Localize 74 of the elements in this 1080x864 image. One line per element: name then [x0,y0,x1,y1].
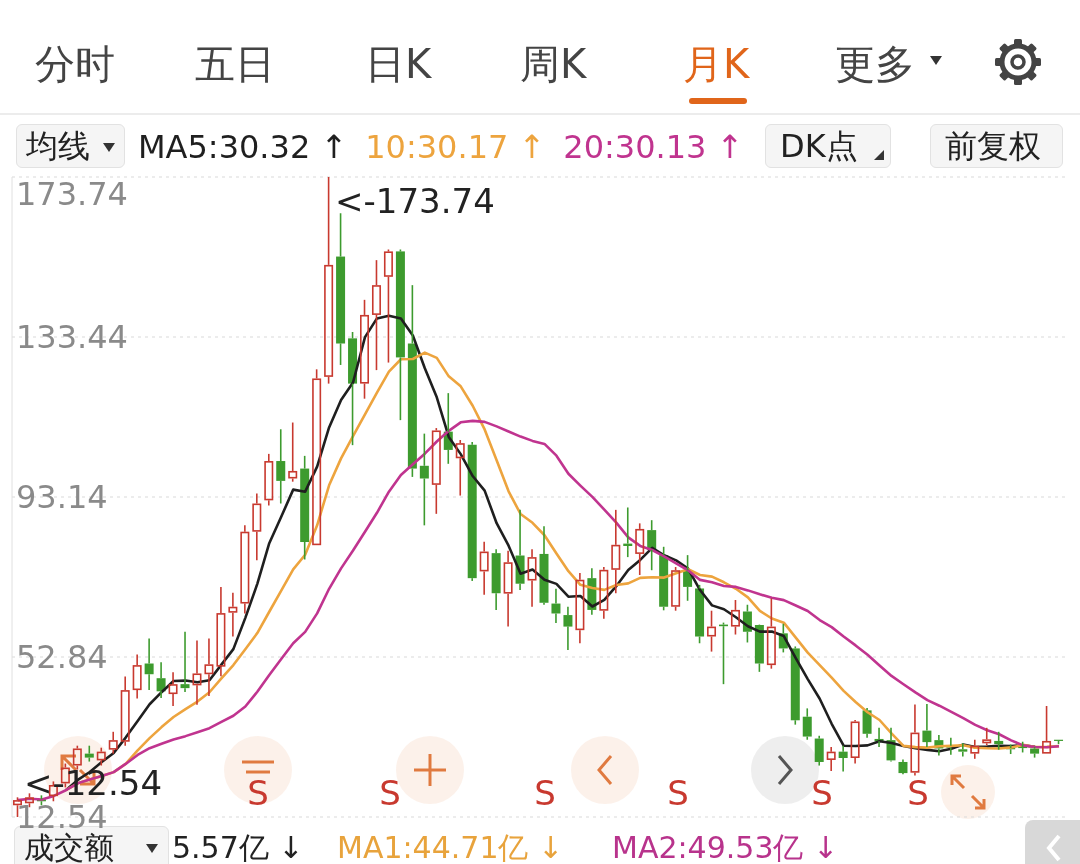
candlestick [216,586,226,678]
candlestick [156,661,166,699]
candlestick [252,492,262,562]
candlestick [551,588,561,624]
candlestick [192,639,202,706]
candlestick [611,509,621,595]
candlestick [970,738,980,760]
annotation: S [811,772,833,813]
text: 20:30.13 ↑ [563,127,744,168]
y-tick-label: 52.84 [16,638,108,676]
candlestick [336,212,346,366]
candlestick [419,432,429,527]
candlestick [180,630,190,693]
candlestick [838,744,848,773]
text: 5.57亿 ↓ [172,829,304,864]
text: 更多 [835,40,915,90]
candlestick [228,592,238,638]
candlestick [563,605,573,651]
text: MA2:49.53亿 ↓ [612,829,839,864]
candlestick [467,441,477,582]
candlestick [994,731,1004,751]
candlestick [204,637,214,697]
annotation: <-173.74 [335,180,495,222]
annotation: S [247,772,269,813]
candlestick [527,548,537,608]
candlestick [982,727,992,747]
candlestick [371,259,381,371]
candlestick [491,548,501,611]
candlestick [790,645,800,726]
text: DK点 [780,127,858,167]
candlestick [132,653,142,700]
annotation: S [907,772,929,813]
candlestick [288,421,298,483]
candlestick [455,439,465,497]
candlestick [635,522,645,576]
text: 五日 [195,40,275,90]
candlestick [958,742,968,758]
candlestick [479,540,489,596]
text: 周K [520,40,587,90]
candlestick [120,675,130,747]
candlestick [575,572,585,645]
candlestick [802,707,812,741]
text: 均线 [26,127,90,167]
text: MA1:44.71亿 ↓ [337,829,564,864]
y-tick-label: 93.14 [16,478,108,516]
text: 成交额 [24,829,114,864]
text: 月K [683,40,750,90]
text: 10:30.17 ↑ [365,127,546,168]
candlestick [599,566,609,620]
candlestick [922,703,932,748]
annotation: S [533,771,557,815]
candlestick [898,758,908,774]
candlestick [264,453,274,507]
candlestick [814,734,824,767]
candlestick [910,703,920,777]
candlestick [503,549,513,628]
text: 前复权 [945,127,1041,167]
candlestick [539,525,549,606]
y-tick-label: 173.74 [16,175,128,213]
y-tick-label: 133.44 [16,318,128,356]
candlestick [108,731,118,755]
candlestick [826,746,836,772]
candlestick [96,746,106,767]
text: MA5:30.32 ↑ [138,127,348,168]
annotation: S [666,771,690,815]
candlestick [276,428,286,505]
candlestick [862,707,872,739]
candlestick [240,524,250,615]
text: 分时 [35,40,115,90]
text: 日K [365,40,432,90]
candlestick [144,637,154,691]
annotation: S [378,771,402,815]
candlestick [168,671,178,707]
candlestick [84,744,94,763]
